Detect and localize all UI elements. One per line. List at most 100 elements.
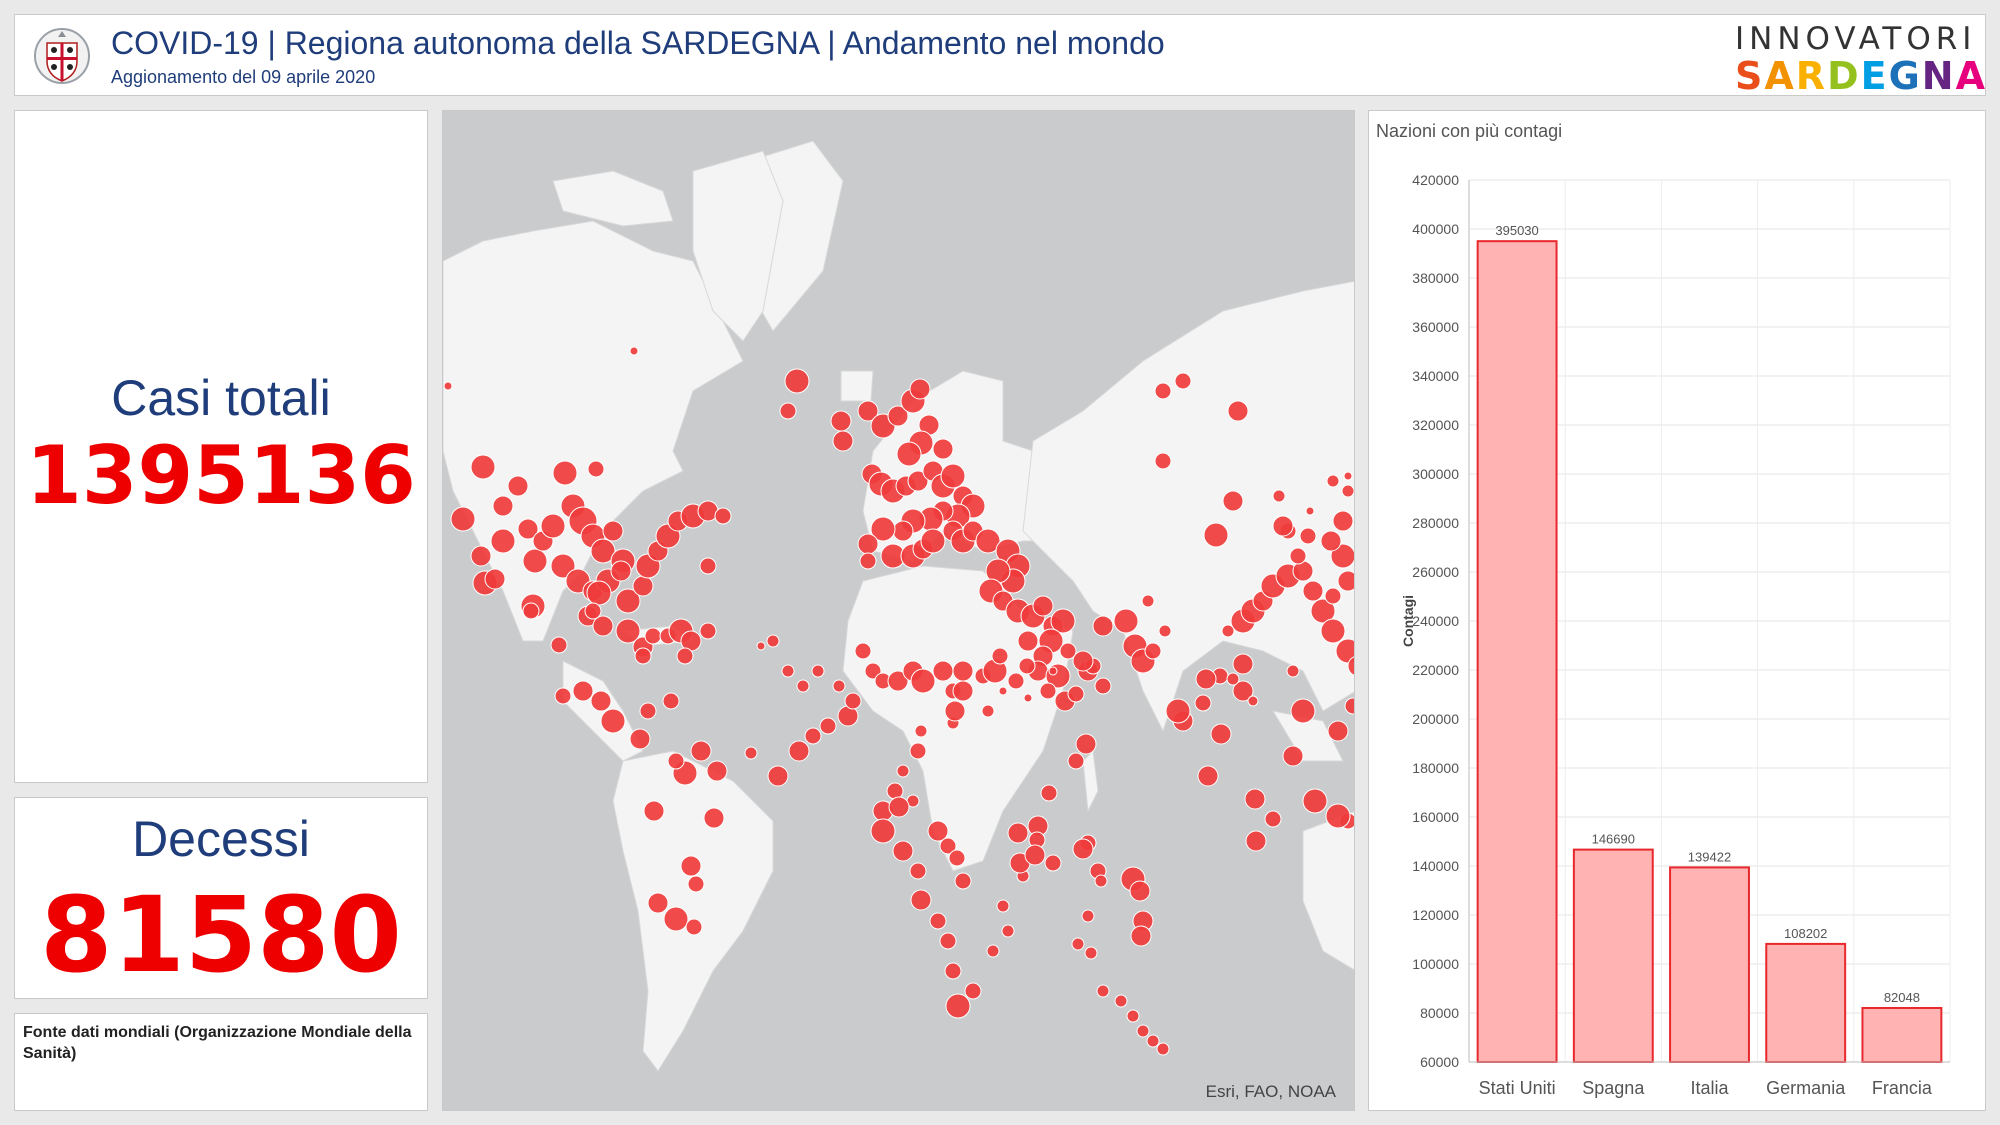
case-marker[interactable] [1165,698,1191,724]
case-marker[interactable] [629,728,651,750]
case-marker[interactable] [991,647,1009,665]
case-marker[interactable] [1113,608,1139,634]
case-marker[interactable] [584,602,602,620]
case-marker[interactable] [766,634,780,648]
case-marker[interactable] [1343,471,1353,481]
case-marker[interactable] [1050,608,1076,634]
case-marker[interactable] [1154,382,1172,400]
case-marker[interactable] [1096,984,1110,998]
case-marker[interactable] [830,410,852,432]
case-marker[interactable] [450,506,476,532]
case-marker[interactable] [1330,543,1355,569]
case-marker[interactable] [939,837,957,855]
case-marker[interactable] [667,752,685,770]
case-marker[interactable] [706,760,728,782]
case-marker[interactable] [1327,720,1349,742]
world-map[interactable]: Esri, FAO, NOAA [442,110,1355,1111]
case-marker[interactable] [615,618,641,644]
case-marker[interactable] [615,588,641,614]
case-marker[interactable] [1197,765,1219,787]
case-marker[interactable] [857,400,879,422]
case-marker[interactable] [1310,598,1336,624]
case-marker[interactable] [909,862,927,880]
case-marker[interactable] [1075,733,1097,755]
case-marker[interactable] [1130,925,1152,947]
bar[interactable] [1765,942,1847,1063]
case-marker[interactable] [932,438,954,460]
case-marker[interactable] [1286,664,1300,678]
case-marker[interactable] [1144,642,1162,660]
case-marker[interactable] [1347,656,1355,676]
case-marker[interactable] [796,679,810,693]
case-marker[interactable] [507,475,529,497]
case-marker[interactable] [1136,1024,1150,1038]
case-marker[interactable] [600,708,626,734]
case-marker[interactable] [1290,698,1316,724]
case-marker[interactable] [1007,672,1025,690]
case-marker[interactable] [685,918,703,936]
case-marker[interactable] [1023,693,1033,703]
case-marker[interactable] [687,875,705,893]
case-marker[interactable] [587,460,605,478]
case-marker[interactable] [1084,946,1098,960]
case-marker[interactable] [662,692,680,710]
case-marker[interactable] [1302,788,1328,814]
case-marker[interactable] [788,740,810,762]
case-marker[interactable] [644,627,662,645]
case-marker[interactable] [492,495,514,517]
case-marker[interactable] [517,518,539,540]
case-marker[interactable] [1067,752,1085,770]
case-marker[interactable] [1048,666,1058,676]
case-marker[interactable] [714,507,732,525]
case-marker[interactable] [804,727,822,745]
case-marker[interactable] [540,513,566,539]
case-marker[interactable] [892,840,914,862]
case-marker[interactable] [1194,694,1212,712]
case-marker[interactable] [1071,937,1085,951]
bar[interactable] [1669,866,1750,1063]
case-marker[interactable] [522,548,548,574]
case-marker[interactable] [811,664,825,678]
case-marker[interactable] [632,575,654,597]
case-marker[interactable] [1272,515,1294,537]
case-marker[interactable] [1232,653,1254,675]
case-marker[interactable] [948,849,966,867]
case-marker[interactable] [1017,630,1039,652]
case-marker[interactable] [592,615,614,637]
case-marker[interactable] [844,692,862,710]
case-marker[interactable] [1289,547,1307,565]
case-marker[interactable] [663,906,689,932]
case-marker[interactable] [1344,697,1355,715]
case-marker[interactable] [1245,830,1267,852]
case-marker[interactable] [1044,854,1062,872]
case-marker[interactable] [1040,784,1058,802]
case-marker[interactable] [1324,587,1342,605]
case-marker[interactable] [819,717,837,735]
case-marker[interactable] [744,746,758,760]
case-marker[interactable] [857,533,879,555]
case-marker[interactable] [1244,788,1266,810]
case-marker[interactable] [944,700,966,722]
case-marker[interactable] [910,668,936,694]
case-marker[interactable] [1024,844,1046,866]
case-marker[interactable] [1326,474,1340,488]
case-marker[interactable] [964,982,982,1000]
innovatori-sardegna-logo[interactable]: INNOVATORI SARDEGNA [1735,21,1985,95]
case-marker[interactable] [1129,880,1151,902]
case-marker[interactable] [944,962,962,980]
case-marker[interactable] [1067,685,1085,703]
case-marker[interactable] [975,528,1001,554]
case-marker[interactable] [470,545,492,567]
case-marker[interactable] [490,528,516,554]
case-marker[interactable] [952,660,974,682]
case-marker[interactable] [1081,909,1095,923]
case-marker[interactable] [870,818,896,844]
case-marker[interactable] [634,647,652,665]
case-marker[interactable] [1302,580,1324,602]
case-marker[interactable] [1094,677,1112,695]
case-marker[interactable] [1282,745,1304,767]
case-marker[interactable] [1222,490,1244,512]
case-marker[interactable] [680,855,702,877]
case-marker[interactable] [1001,924,1015,938]
case-marker[interactable] [552,460,578,486]
